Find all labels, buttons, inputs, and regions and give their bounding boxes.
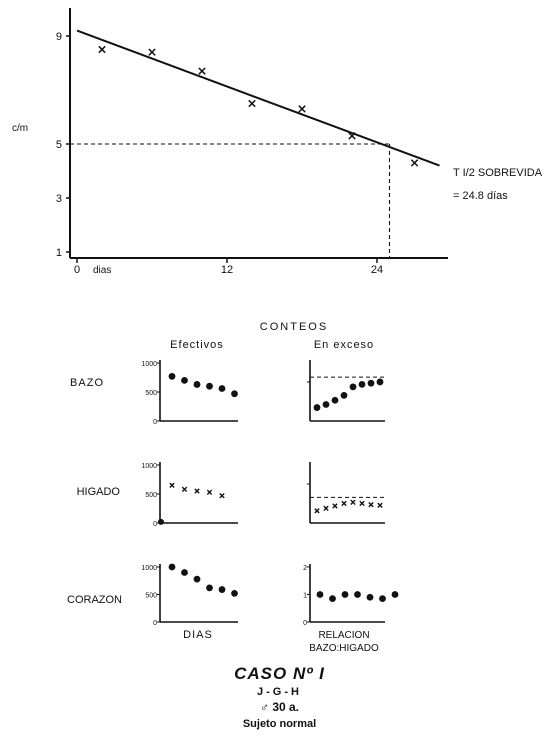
patient-initials: J-G-H bbox=[257, 686, 302, 698]
panel-y-tick-label: 500 bbox=[145, 492, 157, 499]
panel-point bbox=[206, 489, 213, 495]
panel-y-tick-label: 1000 bbox=[141, 463, 157, 470]
panel-point bbox=[206, 584, 213, 592]
half-life-value: = 24.8 días bbox=[453, 190, 508, 202]
panel-point bbox=[314, 508, 320, 514]
panel-point bbox=[377, 502, 383, 509]
relacion-label-line2: BAZO:HIGADO bbox=[309, 643, 379, 654]
panel-point bbox=[193, 575, 201, 583]
panel-point bbox=[206, 382, 213, 390]
main-x-axis-label: dias bbox=[93, 265, 111, 276]
panel-y-tick-label: 1000 bbox=[141, 361, 157, 368]
panel-point bbox=[332, 503, 338, 509]
main-x-tick-label: 24 bbox=[371, 264, 383, 276]
panel-bazo-efectivos: 1000 500 0 bbox=[141, 360, 238, 426]
efectivos-header: Efectivos bbox=[170, 339, 224, 351]
panel-point bbox=[231, 590, 238, 597]
panel-corazon-relacion: 2 1 0 bbox=[303, 564, 399, 627]
panel-point bbox=[366, 593, 374, 601]
sex-age: ♂ 30 a. bbox=[259, 700, 300, 714]
panel-point bbox=[376, 378, 384, 386]
data-point bbox=[98, 45, 106, 54]
panel-higado-efectivos: 1000 500 0 bbox=[141, 462, 238, 528]
panel-point bbox=[181, 569, 188, 576]
data-point bbox=[248, 99, 256, 108]
panel-y-tick-label: 500 bbox=[145, 390, 157, 397]
panel-point bbox=[350, 499, 356, 505]
panel-y-tick-label: 500 bbox=[145, 593, 157, 600]
data-point bbox=[148, 48, 156, 56]
panel-point bbox=[341, 591, 349, 598]
data-point bbox=[348, 132, 356, 140]
relacion-label-line1: RELACION bbox=[318, 630, 369, 641]
panel-y-tick-label: 0 bbox=[153, 419, 157, 426]
main-y-tick-label: 3 bbox=[56, 193, 62, 205]
panel-point bbox=[341, 500, 347, 507]
panel-point bbox=[358, 381, 366, 388]
panel-point bbox=[219, 493, 225, 499]
panel-point bbox=[367, 379, 375, 387]
case-title: CASO Nº I bbox=[234, 664, 325, 683]
row-label-bazo: BAZO bbox=[70, 377, 104, 389]
panel-point bbox=[322, 401, 330, 408]
panel-point bbox=[313, 404, 321, 411]
panel-bazo-exceso bbox=[307, 360, 385, 422]
panel-point bbox=[194, 488, 200, 494]
panel-point bbox=[340, 391, 348, 399]
dias-label: DIAS bbox=[183, 629, 213, 641]
panel-y-tick-label: 0 bbox=[153, 521, 157, 528]
subject-description: Sujeto normal bbox=[242, 718, 317, 730]
panel-y-tick-label: 1 bbox=[303, 593, 307, 600]
panel-point bbox=[231, 390, 238, 398]
panel-point bbox=[391, 591, 399, 598]
panel-point bbox=[359, 500, 365, 507]
panel-point bbox=[218, 586, 226, 593]
panel-point bbox=[349, 383, 357, 391]
panel-point bbox=[323, 505, 329, 512]
panel-point bbox=[354, 591, 361, 598]
panel-point bbox=[331, 396, 339, 404]
panel-point bbox=[181, 377, 188, 384]
regression-line bbox=[76, 29, 440, 167]
data-point bbox=[410, 159, 419, 167]
conteos-heading: CONTEOS bbox=[260, 321, 328, 333]
data-point bbox=[298, 105, 306, 113]
main-y-tick-label: 5 bbox=[56, 139, 62, 151]
panel-y-tick-label: 0 bbox=[153, 620, 157, 627]
panel-higado-exceso bbox=[307, 462, 385, 524]
panel-point bbox=[316, 591, 324, 598]
row-label-higado: HIGADO bbox=[77, 486, 121, 498]
panel-point bbox=[168, 563, 176, 571]
panel-y-tick-label: 0 bbox=[303, 620, 307, 627]
main-x-tick-label: 12 bbox=[221, 264, 233, 276]
panel-y-tick-label: 2 bbox=[303, 565, 307, 572]
panel-y-tick-label: 1000 bbox=[141, 565, 157, 572]
panel-point bbox=[181, 486, 188, 493]
panel-point-origin bbox=[158, 518, 164, 525]
main-y-tick-label: 9 bbox=[56, 31, 62, 43]
half-life-label: T I/2 SOBREVIDA bbox=[453, 167, 543, 179]
main-y-axis-label: c/m bbox=[12, 123, 28, 134]
row-label-corazon: CORAZON bbox=[67, 594, 122, 606]
panel-corazon-efectivos: 1000 500 0 bbox=[141, 563, 238, 627]
panel-point bbox=[368, 502, 374, 508]
panel-point bbox=[329, 595, 336, 603]
panel-point bbox=[168, 372, 176, 380]
panel-point bbox=[218, 385, 226, 392]
en-exceso-header: En exceso bbox=[314, 339, 374, 351]
main-y-tick-label: 1 bbox=[56, 247, 62, 259]
survival-chart: 1 3 5 9 0 12 24 dias c/m T I/2 SOBREVIDA = 24.… bbox=[12, 8, 543, 276]
panel-point bbox=[379, 595, 386, 603]
panel-point bbox=[169, 482, 175, 488]
data-point bbox=[198, 67, 206, 75]
main-x-tick-label: 0 bbox=[74, 264, 80, 276]
panel-point bbox=[193, 381, 201, 388]
